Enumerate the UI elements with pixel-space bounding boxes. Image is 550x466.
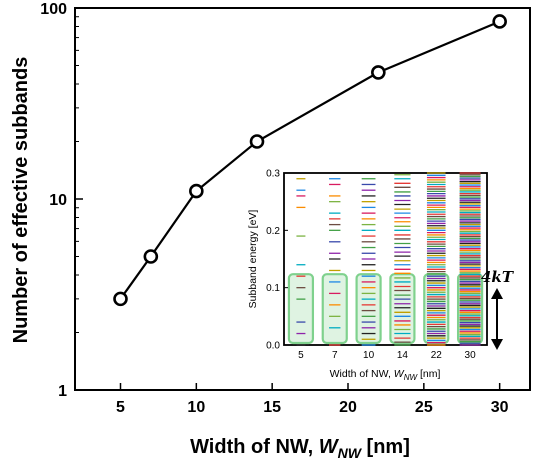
data-point — [249, 134, 265, 149]
inset-x-tick-label: 7 — [332, 350, 338, 361]
x-tick-label: 25 — [415, 399, 433, 416]
y-tick-label: 100 — [40, 1, 67, 18]
inset-levels — [296, 172, 481, 346]
inset-highlight-box — [389, 273, 416, 345]
y-axis-title: Number of effective subbands — [10, 57, 32, 344]
4kt-label: 4kT — [481, 268, 515, 286]
inset-highlights — [287, 273, 484, 345]
inset-ticks: 5 7 10 14 22 30 0.0 0.1 0.2 0.3 — [266, 169, 476, 362]
x-tick-label: 5 — [116, 399, 125, 416]
x-tick-label: 15 — [263, 399, 281, 416]
inset-y-tick-label: 0.2 — [266, 226, 280, 237]
y-tick-label: 1 — [58, 383, 67, 400]
inset-frame — [283, 172, 488, 346]
data-point — [371, 65, 386, 80]
inset-x-tick-label: 10 — [363, 350, 375, 361]
inset-frame-box — [283, 172, 488, 346]
x-tick-label: 30 — [491, 399, 509, 416]
y-tick-label: 10 — [49, 192, 67, 209]
4kt-annotation: 4kT — [481, 268, 515, 350]
inset-x-tick-label: 30 — [465, 350, 477, 361]
inset-chart: 5 7 10 14 22 30 0.0 0.1 0.2 0.3 Subband energy [e… — [247, 169, 488, 382]
inset-x-tick-label: 5 — [298, 350, 304, 361]
inset-x-tick-label: 22 — [431, 350, 443, 361]
x-tick-label: 10 — [187, 399, 205, 416]
data-point — [143, 249, 159, 264]
4kt-arrow-head-down — [491, 339, 503, 350]
x-tick-label: 20 — [339, 399, 357, 416]
data-point — [113, 291, 128, 307]
inset-y-tick-label: 0.3 — [266, 169, 280, 180]
inset-highlight-box — [355, 273, 382, 345]
inset-highlight-box — [287, 273, 315, 345]
x-axis-title: Width of NW, WNW [nm] — [190, 436, 410, 461]
inset-x-axis-title: Width of NW, WNW [nm] — [330, 368, 441, 382]
inset-x-tick-label: 14 — [397, 350, 409, 361]
inset-highlight-box — [321, 273, 348, 345]
inset-y-axis-title: Subband energy [eV] — [247, 210, 259, 309]
main-series — [113, 14, 507, 307]
data-point — [492, 14, 507, 29]
4kt-arrow-head-up — [491, 288, 503, 299]
series-line — [119, 20, 501, 300]
inset-y-tick-label: 0.1 — [266, 283, 280, 294]
inset-y-tick-label: 0.0 — [266, 341, 280, 352]
main-ticks: 5 10 15 20 25 30 1 10 100 — [40, 1, 508, 416]
data-point — [189, 183, 204, 199]
